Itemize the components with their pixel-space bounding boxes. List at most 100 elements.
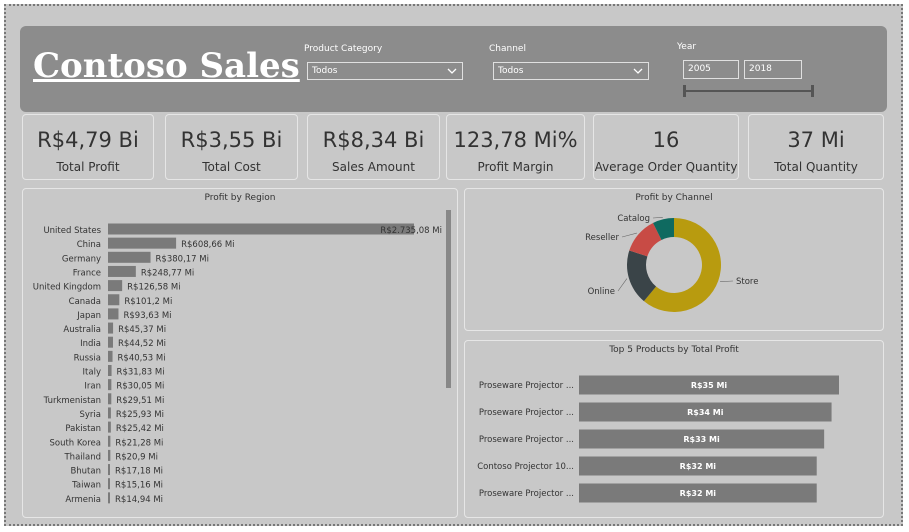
kpi-card-profit-margin: 123,78 Mi% Profit Margin <box>446 114 585 180</box>
region-bar <box>108 379 112 391</box>
region-data-label: R$17,18 Mi <box>115 467 163 477</box>
region-bar <box>108 280 123 292</box>
profit-by-channel-panel: Profit by Channel <box>464 188 884 331</box>
kpi-card-total-quantity: 37 Mi Total Quantity <box>748 114 884 180</box>
product-category-label: Proseware Projector ... <box>479 381 574 391</box>
region-category-label: Bhutan <box>70 467 101 477</box>
chart-title: Profit by Region <box>204 193 276 203</box>
region-data-label: R$248,77 Mi <box>141 268 194 278</box>
year-label: Year <box>677 42 697 52</box>
region-category-label: Pakistan <box>65 424 101 434</box>
region-data-label: R$40,53 Mi <box>118 353 166 363</box>
region-category-label: India <box>80 339 101 349</box>
product-bar <box>579 429 825 449</box>
region-category-label: Japan <box>76 311 101 321</box>
channel-slice <box>627 250 657 302</box>
region-category-label: Canada <box>69 297 101 307</box>
top-products-chart: Proseware Projector ... R$35 Mi Proseware … <box>477 375 839 503</box>
region-data-label: R$14,94 Mi <box>115 495 163 505</box>
product-data-label: R$34 Mi <box>687 408 724 417</box>
year-slider-track[interactable] <box>684 90 813 92</box>
region-bar <box>108 350 113 362</box>
product-category-value: Todos <box>312 66 338 76</box>
region-category-label: Syria <box>80 410 102 420</box>
region-bar <box>108 237 177 249</box>
channel-leader-line <box>720 280 734 282</box>
product-category-select[interactable]: Todos <box>307 62 463 80</box>
product-category-label: Product Category <box>304 44 383 54</box>
product-data-label: R$33 Mi <box>683 435 720 444</box>
profit-by-region-chart: United States R$2.735,08 Mi China R$608,66 … <box>33 223 442 505</box>
region-category-label: Germany <box>62 254 101 264</box>
region-category-label: Armenia <box>65 495 101 505</box>
channel-slice <box>643 218 721 312</box>
kpi-value: 37 Mi <box>787 128 845 152</box>
region-data-label: R$15,16 Mi <box>115 481 163 491</box>
year-to-input[interactable]: 2018 <box>744 60 802 79</box>
region-bar <box>108 435 111 447</box>
channel-select[interactable]: Todos <box>493 62 649 80</box>
kpi-value: 16 <box>652 128 680 152</box>
product-bar <box>579 483 817 503</box>
chart-title: Profit by Channel <box>635 193 713 203</box>
region-bar <box>108 294 120 306</box>
region-category-label: Thailand <box>63 452 101 462</box>
product-category-label: Contoso Projector 10... <box>477 462 574 472</box>
kpi-label: Total Profit <box>56 160 120 174</box>
year-slider-start-handle[interactable] <box>683 85 686 97</box>
kpi-value: R$4,79 Bi <box>37 128 139 152</box>
kpi-card-average-order-quantity: 16 Average Order Quantity <box>593 114 739 180</box>
region-data-label: R$31,83 Mi <box>117 368 165 378</box>
kpi-value: 123,78 Mi% <box>453 128 578 152</box>
region-data-label: R$93,63 Mi <box>123 311 171 321</box>
region-bar <box>108 223 414 235</box>
channel-slice-label: Store <box>736 277 758 287</box>
region-data-label: R$30,05 Mi <box>116 382 164 392</box>
kpi-card-total-cost: R$3,55 Bi Total Cost <box>165 114 298 180</box>
year-from-input[interactable]: 2005 <box>683 60 739 79</box>
region-data-label: R$101,2 Mi <box>124 297 172 307</box>
region-category-label: Iran <box>84 382 101 392</box>
region-data-label: R$45,37 Mi <box>118 325 166 335</box>
channel-value: Todos <box>498 66 524 76</box>
region-bar <box>108 478 110 490</box>
profit-by-channel-chart: Store Online Reseller Catalog <box>585 214 758 312</box>
kpi-label: Total Quantity <box>774 160 858 174</box>
region-category-label: Taiwan <box>71 481 101 491</box>
region-category-label: Australia <box>63 325 101 335</box>
region-category-label: Italy <box>83 368 101 378</box>
year-slider-end-handle[interactable] <box>811 85 814 97</box>
region-category-label: United Kingdom <box>33 283 101 293</box>
channel-leader-line <box>621 232 637 238</box>
kpi-value: R$3,55 Bi <box>180 128 283 152</box>
kpi-label: Average Order Quantity <box>594 160 738 174</box>
profit-by-region-panel: Profit by Region <box>22 188 458 518</box>
kpi-value: R$8,34 Bi <box>322 128 425 152</box>
region-data-label: R$25,93 Mi <box>116 410 164 420</box>
channel-slice-label: Catalog <box>617 214 650 224</box>
chart-title: Top 5 Products by Total Profit <box>609 345 739 355</box>
region-bar <box>108 322 114 334</box>
region-data-label: R$608,66 Mi <box>181 240 234 250</box>
region-bar <box>108 365 112 376</box>
top-products-panel: Top 5 Products by Total Profit <box>464 340 884 518</box>
header-banner: Contoso Sales Product Category Todos Cha… <box>20 26 887 112</box>
channel-slice-label: Reseller <box>585 233 619 243</box>
kpi-label: Total Cost <box>202 160 261 174</box>
kpi-card-sales-amount: R$8,34 Bi Sales Amount <box>307 114 440 180</box>
product-bar <box>579 456 817 476</box>
region-data-label: R$44,52 Mi <box>118 339 166 349</box>
region-bar <box>108 251 151 263</box>
region-bar <box>108 464 110 476</box>
region-bar <box>108 421 111 433</box>
region-data-label: R$126,58 Mi <box>127 283 180 293</box>
region-bar <box>108 308 119 320</box>
region-chart-scrollbar[interactable] <box>446 210 451 388</box>
region-bar <box>108 407 111 419</box>
region-data-label: R$20,9 Mi <box>115 452 158 462</box>
product-category-label: Proseware Projector ... <box>479 489 574 499</box>
region-bar <box>108 449 111 461</box>
kpi-label: Sales Amount <box>332 160 415 174</box>
region-data-label: R$25,42 Mi <box>116 424 164 434</box>
chevron-down-icon <box>447 68 457 74</box>
